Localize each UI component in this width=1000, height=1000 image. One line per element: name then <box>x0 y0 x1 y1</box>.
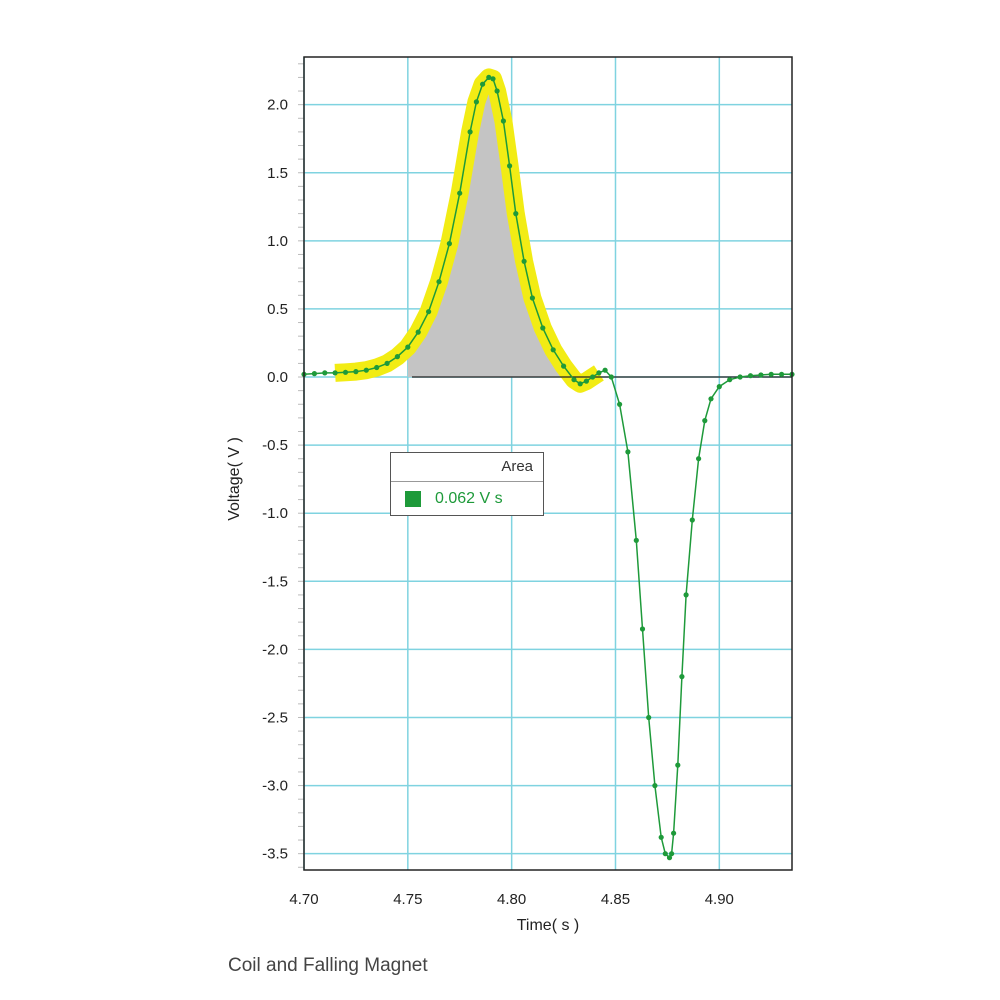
legend-entry: 0.062 V s <box>391 482 543 516</box>
data-point <box>426 309 432 315</box>
data-point <box>590 374 596 380</box>
data-point <box>608 374 614 380</box>
data-point <box>689 517 695 523</box>
data-point <box>727 377 733 383</box>
legend-area-value: 0.062 V s <box>435 490 503 507</box>
data-point <box>467 129 473 135</box>
area-legend-box[interactable]: Area 0.062 V s <box>390 452 544 516</box>
data-point <box>768 371 774 377</box>
data-point <box>507 163 513 169</box>
y-tick-labels: 2.0 1.5 1.0 0.5 0.0 -0.5 -1.0 -1.5 -2.0 -2.5 -3.0 -… <box>262 97 288 863</box>
data-point <box>394 354 400 360</box>
data-point <box>363 367 369 373</box>
data-point <box>473 99 479 105</box>
data-point <box>500 118 506 124</box>
data-point <box>583 378 590 384</box>
data-point <box>405 344 411 350</box>
data-point <box>758 372 764 378</box>
data-point <box>675 762 681 768</box>
data-point <box>702 418 708 424</box>
data-point <box>415 329 421 335</box>
data-point <box>529 295 536 301</box>
figure-caption: Coil and Falling Magnet <box>228 955 428 976</box>
data-point <box>683 592 689 598</box>
data-point <box>571 377 577 383</box>
data-point <box>779 371 785 377</box>
grid <box>303 57 792 870</box>
y-tick-label: 2.0 <box>267 97 288 114</box>
legend-title: Area <box>391 453 543 482</box>
data-point <box>652 783 658 789</box>
data-point <box>521 258 527 264</box>
y-axis-title: Voltage( V ) <box>226 437 243 521</box>
x-tick-label: 4.75 <box>393 891 422 908</box>
y-minor-ticks <box>298 63 304 868</box>
data-point <box>633 537 639 544</box>
data-point <box>561 363 567 369</box>
data-point <box>513 211 519 217</box>
x-tick-label: 4.85 <box>601 891 630 908</box>
plot-frame <box>303 56 793 871</box>
data-point <box>353 369 359 375</box>
data-point <box>494 88 500 94</box>
x-tick-label: 4.70 <box>289 891 318 908</box>
y-tick-label: -0.5 <box>262 437 288 454</box>
y-tick-label: -2.0 <box>262 641 288 658</box>
y-tick-label: 0.0 <box>267 369 288 386</box>
series-layer <box>301 74 795 861</box>
data-point <box>374 364 380 371</box>
data-point <box>662 851 668 857</box>
y-tick-label: 1.5 <box>267 165 288 182</box>
data-point <box>311 371 317 377</box>
data-point <box>436 279 442 285</box>
data-point <box>625 449 631 455</box>
data-point <box>646 714 652 721</box>
data-point <box>596 370 602 376</box>
legend-swatch <box>405 491 421 507</box>
y-tick-label: -1.0 <box>262 505 288 522</box>
y-tick-label: 0.5 <box>267 301 288 318</box>
data-point <box>747 373 754 379</box>
data-point <box>540 325 546 331</box>
data-point <box>332 370 338 376</box>
data-point <box>384 360 390 366</box>
data-point <box>446 241 452 247</box>
data-point <box>617 401 623 407</box>
x-tick-label: 4.90 <box>705 891 734 908</box>
data-point <box>322 370 328 376</box>
data-point <box>658 834 664 840</box>
data-point <box>716 384 722 390</box>
y-tick-label: 1.0 <box>267 233 288 250</box>
data-point <box>486 74 492 80</box>
plot-frame-layer <box>303 56 793 871</box>
data-point <box>737 374 743 380</box>
data-point <box>602 367 608 373</box>
x-tick-labels: 4.70 4.75 4.80 4.85 4.90 <box>289 891 734 908</box>
y-tick-label: -3.5 <box>262 846 288 863</box>
data-point <box>696 456 702 462</box>
data-point <box>490 76 496 82</box>
data-point <box>679 674 685 680</box>
y-tick-label: -2.5 <box>262 709 288 726</box>
y-tick-label: -3.0 <box>262 778 288 795</box>
x-tick-label: 4.80 <box>497 891 526 908</box>
y-tick-label: -1.5 <box>262 573 288 590</box>
x-axis-title: Time( s ) <box>517 917 580 934</box>
data-point <box>708 396 714 402</box>
data-point <box>342 369 349 375</box>
data-point <box>577 381 583 387</box>
data-point <box>639 626 646 632</box>
data-point <box>457 190 463 196</box>
data-point <box>666 855 673 861</box>
data-point <box>669 851 675 857</box>
data-point <box>550 347 556 353</box>
data-point <box>671 830 677 836</box>
data-point <box>480 81 486 87</box>
